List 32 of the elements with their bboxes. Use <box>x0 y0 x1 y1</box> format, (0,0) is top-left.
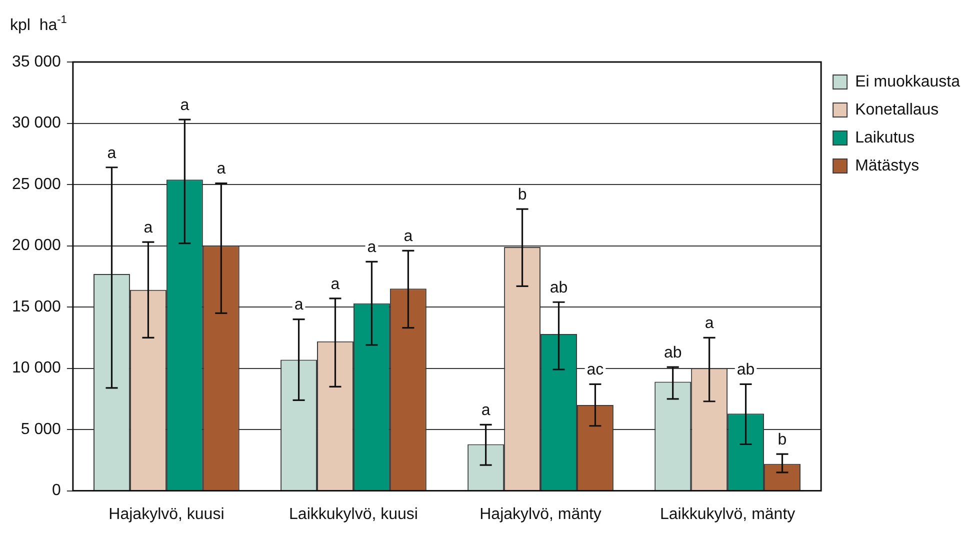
annotation: ab <box>664 344 682 362</box>
x-tick-label: Laikkukylvö, kuusi <box>289 506 418 523</box>
annotation: a <box>367 239 376 256</box>
annotation: a <box>216 160 226 178</box>
annotation: a <box>107 144 116 162</box>
annotation: ab <box>736 362 755 379</box>
legend-label: Ei muokkausta <box>855 73 960 90</box>
y-tick-label: 35 000 <box>12 53 62 70</box>
annotation: ac <box>586 362 604 379</box>
annotation: b <box>778 431 787 448</box>
y-tick-label: 10 000 <box>12 360 62 377</box>
annotation: a <box>180 96 190 114</box>
legend-label: Mätästys <box>855 157 920 174</box>
annotation: a <box>404 228 413 246</box>
annotation: a <box>704 315 714 332</box>
legend-label: Konetallaus <box>855 101 939 118</box>
y-tick-label: 5 000 <box>20 420 62 438</box>
y-tick-label: 30 000 <box>12 114 62 132</box>
annotation: a <box>294 296 304 314</box>
legend-label: Laikutus <box>855 129 915 146</box>
annotation: a <box>481 402 490 420</box>
annotation: b <box>518 186 527 204</box>
x-tick-label: Hajakylvö, mänty <box>480 506 602 523</box>
x-tick-label: Laikkukylvö, mänty <box>660 506 796 523</box>
annotation: a <box>330 276 340 293</box>
y-tick-label: 15 000 <box>12 298 62 316</box>
y-tick-label: 25 000 <box>12 176 62 193</box>
y-tick-label: 20 000 <box>12 237 62 254</box>
annotation: ab <box>550 280 568 297</box>
x-tick-label: Hajakylvö, kuusi <box>108 506 224 523</box>
annotation: a <box>144 220 153 236</box>
y-tick-label: 0 <box>52 482 62 500</box>
